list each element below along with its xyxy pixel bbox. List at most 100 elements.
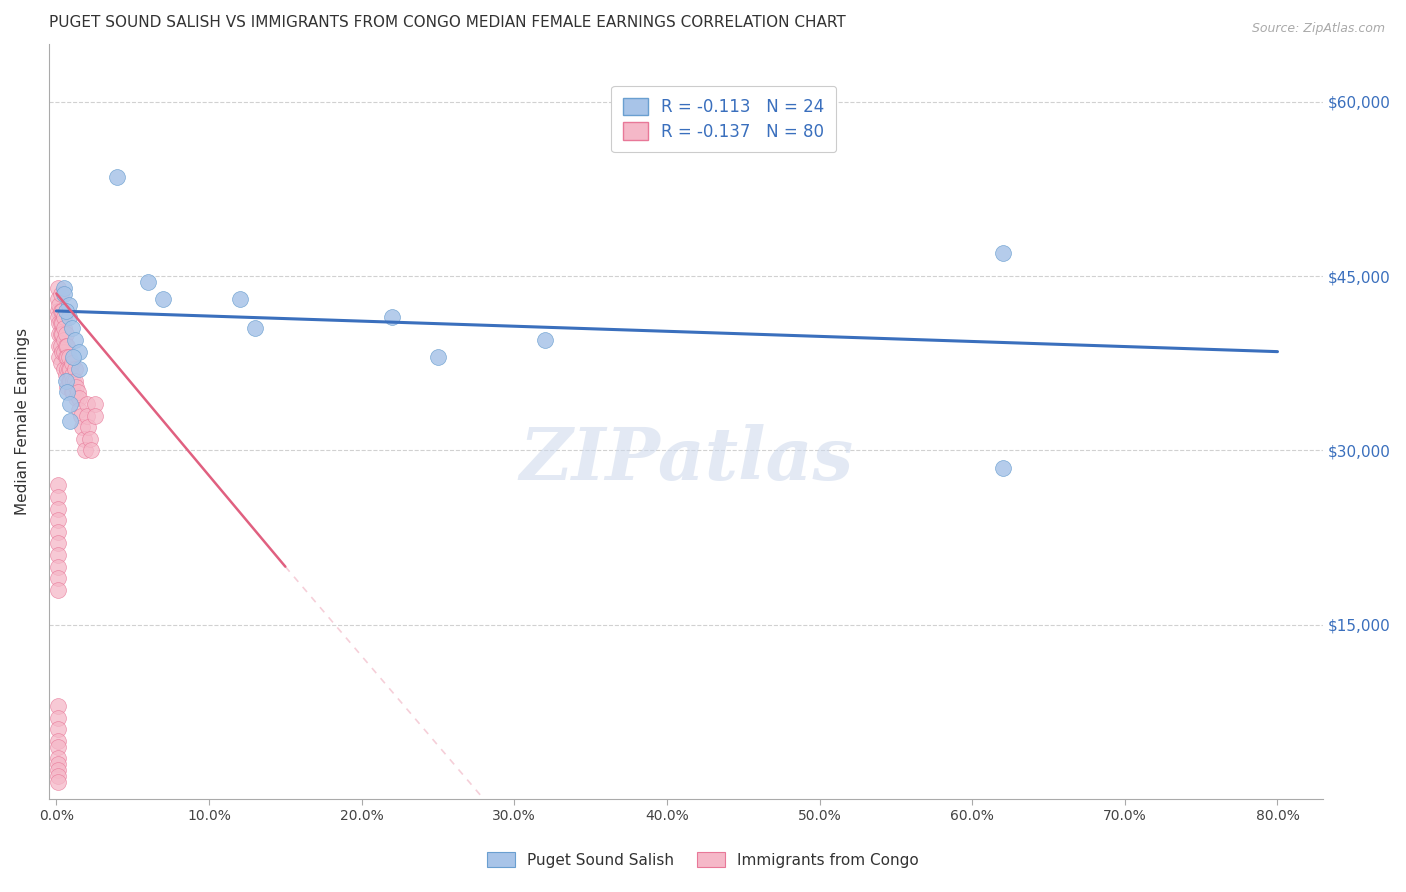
Y-axis label: Median Female Earnings: Median Female Earnings	[15, 327, 30, 515]
Point	[55, 304, 77, 318]
Point	[67, 391, 90, 405]
Point	[58, 351, 80, 365]
Point	[49, 286, 72, 301]
Point	[46, 774, 69, 789]
Point	[83, 397, 105, 411]
Point	[46, 571, 69, 585]
Point	[243, 321, 266, 335]
Point	[56, 362, 79, 376]
Point	[48, 316, 70, 330]
Point	[46, 582, 69, 597]
Text: ZIPatlas: ZIPatlas	[519, 424, 853, 495]
Point	[46, 524, 69, 539]
Point	[76, 397, 98, 411]
Point	[991, 245, 1014, 260]
Point	[59, 414, 82, 428]
Point	[53, 333, 76, 347]
Point	[46, 490, 69, 504]
Point	[53, 362, 76, 376]
Point	[107, 170, 129, 185]
Point	[55, 368, 77, 382]
Legend: R = -0.113   N = 24, R = -0.137   N = 80: R = -0.113 N = 24, R = -0.137 N = 80	[612, 86, 837, 153]
Point	[60, 385, 83, 400]
Point	[65, 379, 87, 393]
Point	[55, 351, 77, 365]
Point	[77, 420, 100, 434]
Point	[83, 409, 105, 423]
Point	[62, 385, 84, 400]
Point	[46, 739, 69, 754]
Point	[76, 409, 98, 423]
Point	[56, 339, 79, 353]
Legend: Puget Sound Salish, Immigrants from Congo: Puget Sound Salish, Immigrants from Cong…	[479, 844, 927, 875]
Point	[55, 327, 77, 342]
Point	[46, 304, 69, 318]
Point	[59, 397, 82, 411]
Point	[51, 304, 73, 318]
Point	[427, 351, 450, 365]
Point	[228, 293, 250, 307]
Point	[58, 298, 80, 312]
Point	[51, 344, 73, 359]
Point	[51, 316, 73, 330]
Point	[991, 460, 1014, 475]
Point	[63, 362, 86, 376]
Point	[58, 374, 80, 388]
Point	[49, 316, 72, 330]
Point	[46, 699, 69, 714]
Point	[46, 751, 69, 765]
Point	[46, 293, 69, 307]
Point	[152, 293, 174, 307]
Point	[51, 327, 73, 342]
Text: PUGET SOUND SALISH VS IMMIGRANTS FROM CONGO MEDIAN FEMALE EARNINGS CORRELATION C: PUGET SOUND SALISH VS IMMIGRANTS FROM CO…	[49, 15, 845, 30]
Point	[46, 763, 69, 777]
Point	[53, 321, 76, 335]
Point	[58, 310, 80, 324]
Point	[46, 281, 69, 295]
Point	[55, 339, 77, 353]
Point	[79, 432, 101, 446]
Point	[56, 379, 79, 393]
Point	[46, 501, 69, 516]
Point	[56, 351, 79, 365]
Point	[53, 310, 76, 324]
Point	[80, 443, 103, 458]
Point	[46, 548, 69, 562]
Point	[63, 374, 86, 388]
Point	[62, 351, 84, 365]
Point	[73, 432, 96, 446]
Point	[53, 344, 76, 359]
Point	[66, 385, 89, 400]
Text: Source: ZipAtlas.com: Source: ZipAtlas.com	[1251, 22, 1385, 36]
Point	[49, 356, 72, 370]
Point	[53, 281, 76, 295]
Point	[65, 391, 87, 405]
Point	[49, 339, 72, 353]
Point	[46, 513, 69, 527]
Point	[48, 339, 70, 353]
Point	[46, 723, 69, 737]
Point	[60, 321, 83, 335]
Point	[49, 304, 72, 318]
Point	[53, 286, 76, 301]
Point	[46, 757, 69, 772]
Point	[75, 443, 97, 458]
Point	[67, 402, 90, 417]
Point	[48, 327, 70, 342]
Point	[59, 362, 82, 376]
Point	[46, 536, 69, 550]
Point	[46, 734, 69, 748]
Point	[72, 420, 94, 434]
Point	[46, 559, 69, 574]
Point	[533, 333, 555, 347]
Point	[63, 333, 86, 347]
Point	[60, 356, 83, 370]
Point	[67, 344, 90, 359]
Point	[48, 351, 70, 365]
Point	[67, 362, 90, 376]
Point	[60, 368, 83, 382]
Point	[69, 409, 91, 423]
Point	[59, 374, 82, 388]
Point	[46, 310, 69, 324]
Point	[381, 310, 404, 324]
